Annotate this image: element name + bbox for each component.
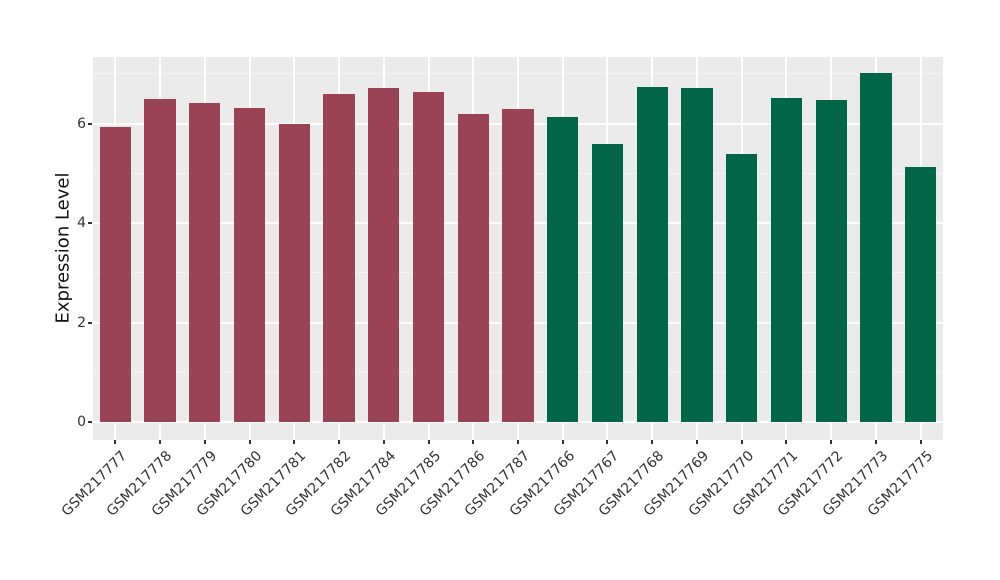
x-tick-mark-GSM217781 [293, 440, 296, 444]
x-tick-mark-GSM217772 [830, 440, 833, 444]
y-tick-mark-0 [88, 421, 92, 424]
x-tick-mark-GSM217771 [785, 440, 788, 444]
x-tick-mark-GSM217768 [651, 440, 654, 444]
x-tick-mark-GSM217784 [382, 440, 385, 444]
x-tick-mark-GSM217782 [338, 440, 341, 444]
bar-GSM217775 [904, 166, 937, 423]
x-tick-mark-GSM217787 [517, 440, 519, 444]
bar-GSM217781 [278, 123, 310, 423]
bar-GSM217768 [636, 86, 668, 423]
x-tick-mark-GSM217773 [874, 440, 877, 444]
bar-GSM217777 [99, 126, 132, 423]
y-tick-mark-2 [88, 321, 92, 324]
bar-GSM217770 [726, 154, 758, 423]
x-tick-mark-GSM217775 [919, 440, 922, 444]
x-tick-mark-GSM217770 [740, 440, 743, 444]
bar-GSM217784 [368, 88, 400, 423]
plot-panel [93, 57, 943, 440]
bar-GSM217782 [323, 93, 355, 423]
bar-GSM217779 [189, 102, 221, 423]
x-tick-mark-GSM217786 [472, 440, 475, 444]
bar-GSM217780 [233, 107, 266, 423]
y-tick-label-0: 0 [77, 414, 86, 431]
bar-GSM217772 [815, 99, 847, 423]
bar-GSM217771 [770, 98, 803, 423]
bar-GSM217766 [547, 117, 579, 423]
y-tick-mark-4 [88, 222, 92, 225]
x-tick-mark-GSM217769 [695, 440, 698, 444]
x-tick-mark-GSM217785 [427, 440, 430, 444]
y-tick-label-2: 2 [77, 314, 86, 331]
x-tick-mark-GSM217778 [159, 440, 162, 444]
x-tick-mark-GSM217779 [203, 440, 206, 444]
bar-GSM217778 [144, 98, 176, 423]
bar-GSM217785 [412, 92, 445, 423]
y-tick-label-6: 6 [77, 115, 86, 132]
bar-GSM217767 [591, 143, 624, 423]
x-tick-mark-GSM217767 [606, 440, 609, 444]
x-tick-mark-GSM217777 [114, 440, 117, 444]
y-tick-mark-6 [88, 122, 92, 125]
bar-GSM217773 [860, 72, 892, 423]
bar-GSM217786 [457, 114, 489, 423]
x-tick-mark-GSM217766 [561, 440, 564, 444]
y-axis-title: Expression Level [52, 172, 74, 324]
x-tick-mark-GSM217780 [248, 440, 251, 444]
bar-GSM217787 [502, 108, 534, 423]
bar-GSM217769 [681, 87, 713, 423]
y-tick-label-4: 4 [77, 215, 86, 232]
